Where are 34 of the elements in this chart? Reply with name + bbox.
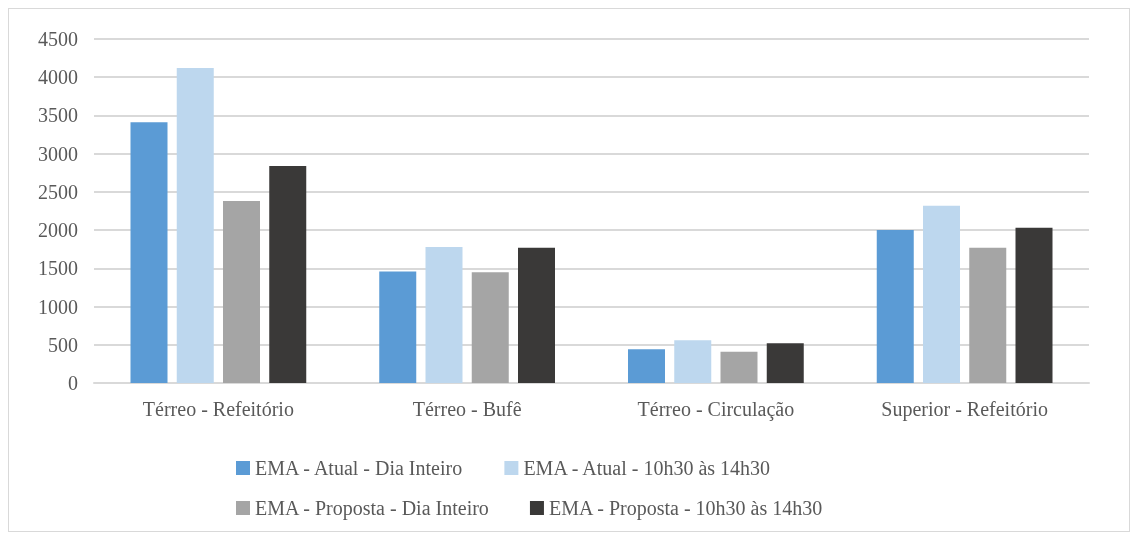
bar [674, 340, 712, 383]
x-tick-label: Térreo - Bufê [412, 398, 522, 420]
bar [269, 165, 307, 383]
bar [518, 247, 555, 383]
legend-label: EMA - Proposta - 10h30 às 14h30 [548, 497, 823, 520]
y-tick-label: 1500 [38, 257, 78, 280]
x-tick-label: Térreo - Refeitório [142, 398, 294, 420]
x-tick-label: Térreo - Circulação [637, 398, 795, 421]
y-tick-label: 2000 [38, 219, 78, 242]
bar [130, 122, 168, 383]
y-tick-label: 2500 [38, 180, 78, 203]
bar [379, 271, 417, 383]
bar [720, 351, 758, 383]
bar [425, 246, 463, 383]
y-tick-label: 1000 [38, 295, 78, 318]
bar [223, 201, 260, 383]
bar [969, 247, 1007, 383]
y-tick-label: 4500 [38, 28, 78, 50]
y-tick-label: 500 [48, 333, 78, 356]
legend-label: EMA - Atual - 10h30 às 14h30 [523, 457, 771, 479]
y-tick-label: 3000 [38, 142, 78, 165]
y-tick-label: 3500 [38, 104, 78, 127]
bar [876, 230, 914, 383]
bar [471, 272, 509, 383]
bar [923, 205, 960, 383]
x-tick-label: Superior - Refeitório [881, 398, 1048, 421]
legend-label: EMA - Proposta - Dia Inteiro [255, 497, 489, 520]
bar [1015, 227, 1053, 383]
bar [766, 343, 804, 383]
y-tick-label: 4000 [38, 66, 78, 89]
legend-label: EMA - Atual - Dia Inteiro [255, 457, 463, 479]
y-tick-label: 0 [68, 372, 78, 394]
bar [176, 68, 214, 383]
bar [628, 349, 665, 383]
